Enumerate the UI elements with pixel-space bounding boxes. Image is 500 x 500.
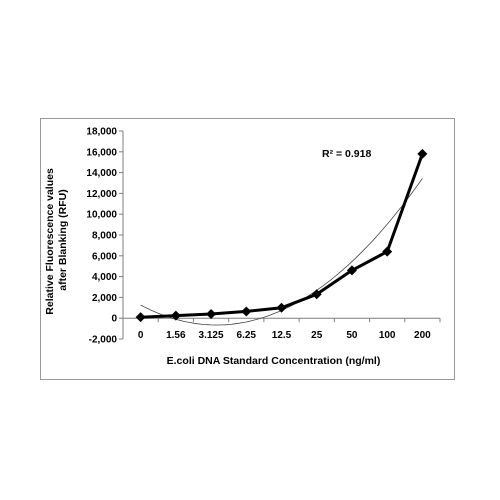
data-point-marker [346, 265, 357, 276]
data-point-marker [276, 302, 287, 313]
data-point-marker [170, 310, 181, 321]
y-tick-label: 14,000 [86, 168, 117, 179]
y-axis-title: Relative Fluorescence values after Blank… [44, 165, 69, 314]
y-tick-label: 2,000 [92, 293, 117, 304]
x-tick-labels: 0 1.56 3.125 6.25 12.5 25 50 100 200 [138, 330, 431, 341]
y-tick-label: 18,000 [86, 127, 117, 138]
x-tick-label: 50 [346, 330, 358, 341]
data-point-marker [135, 312, 146, 323]
series-line [140, 153, 424, 319]
y-tick-label: 6,000 [92, 251, 117, 262]
y-axis-title-line-2: after Blanking (RFU) [57, 189, 69, 291]
data-point-marker [311, 289, 322, 300]
markers-group [135, 148, 428, 323]
y-tick-label: 4,000 [92, 272, 117, 283]
y-axis-title-line-1: Relative Fluorescence values [44, 168, 56, 315]
data-point-marker [241, 306, 252, 317]
x-tick-label: 200 [414, 330, 431, 341]
y-tick-label: 12,000 [86, 189, 117, 200]
y-tick-labels: -2,000 0 2,000 4,000 6,000 8,000 10,000 12,000 1… [86, 127, 117, 346]
x-tick-label: 12.5 [272, 330, 292, 341]
x-tick-label: 100 [379, 330, 396, 341]
x-axis-title: E.coli DNA Standard Concentration (ng/ml… [167, 355, 381, 367]
data-point-marker [417, 148, 428, 159]
x-tick-label: 0 [138, 330, 144, 341]
y-tick-label: 16,000 [86, 147, 117, 158]
y-tick-label: 0 [111, 314, 117, 325]
data-point-marker [382, 246, 393, 257]
data-point-marker [206, 309, 217, 320]
series-group [140, 153, 424, 319]
x-tick-label: 3.125 [199, 330, 224, 341]
y-tick-label: 8,000 [92, 231, 117, 242]
y-tick-label: 10,000 [86, 210, 117, 221]
x-tick-label: 25 [311, 330, 323, 341]
r-squared-annotation: R² = 0.918 [322, 148, 371, 160]
x-tick-label: 6.25 [237, 330, 257, 341]
x-tick-label: 1.56 [166, 330, 186, 341]
y-tick-label: -2,000 [89, 335, 118, 346]
